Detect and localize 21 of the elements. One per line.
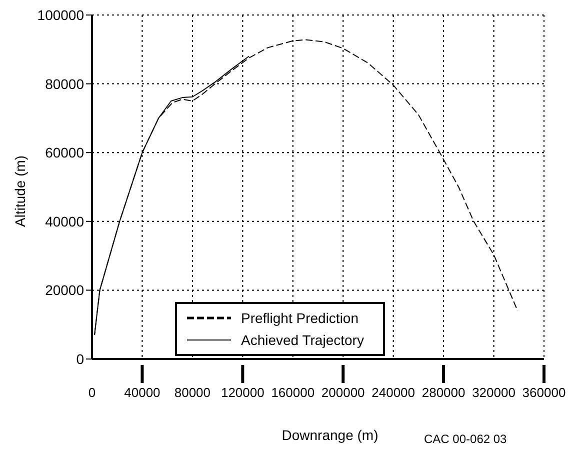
x-tick-label: 280000 bbox=[422, 385, 466, 400]
legend-label: Preflight Prediction bbox=[241, 310, 359, 326]
x-tick-label: 360000 bbox=[522, 385, 566, 400]
text: CAC 00-062 03 bbox=[424, 432, 507, 446]
y-tick-label: 0 bbox=[76, 350, 84, 367]
y-tick-label: 20000 bbox=[45, 282, 84, 298]
x-tick-label: 320000 bbox=[472, 385, 516, 400]
y-tick-label: 60000 bbox=[45, 144, 84, 161]
x-tick-label: 120000 bbox=[220, 385, 264, 400]
x-tick-label: 0 bbox=[88, 385, 96, 400]
y-axis-title: Altitude (m) bbox=[12, 155, 28, 227]
y-tick-label: 80000 bbox=[45, 76, 84, 92]
y-tick-label: 40000 bbox=[45, 213, 84, 230]
x-axis-title: Downrange (m) bbox=[282, 427, 378, 443]
y-tick-label: 100000 bbox=[37, 6, 84, 23]
x-tick-label: 80000 bbox=[174, 385, 211, 400]
x-tick-label: 40000 bbox=[124, 385, 160, 400]
x-tick-label: 240000 bbox=[372, 385, 416, 400]
legend-label: Achieved Trajectory bbox=[241, 332, 364, 348]
x-tick-label: 200000 bbox=[321, 385, 365, 400]
x-tick-label: 160000 bbox=[271, 385, 315, 400]
